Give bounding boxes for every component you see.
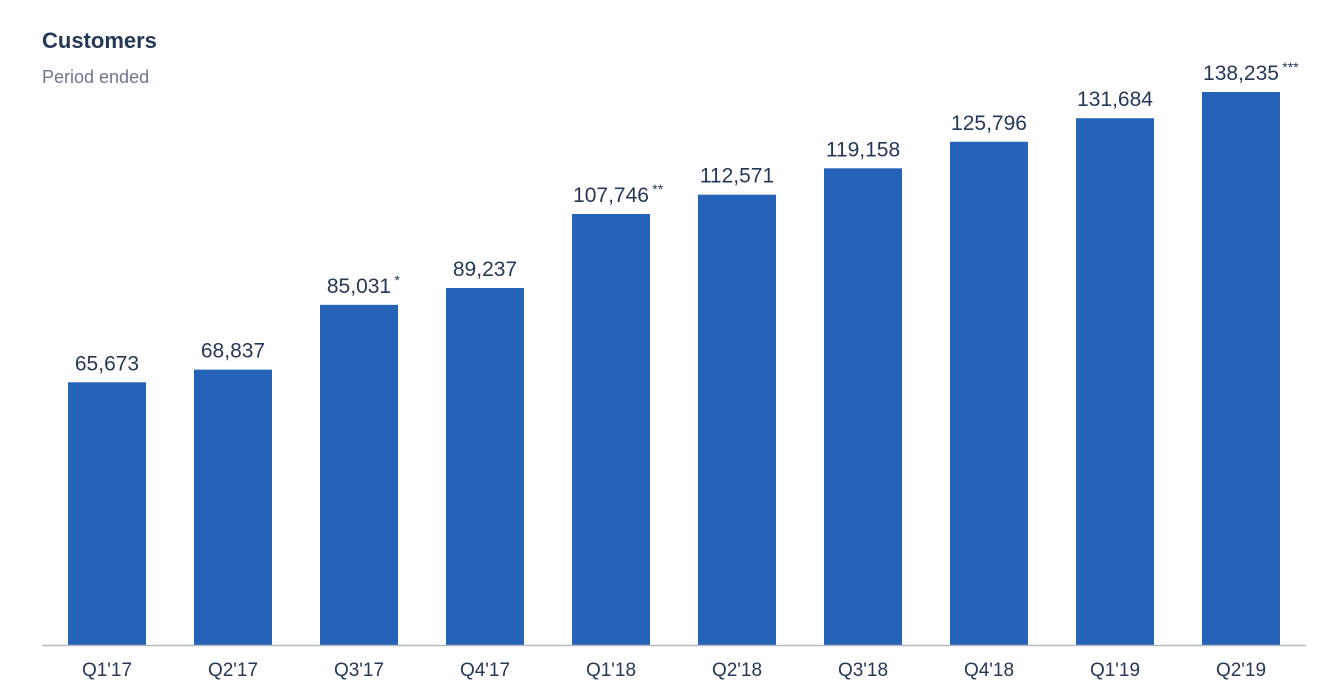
bar-4: [572, 213, 650, 645]
x-tick-label-7: Q4'18: [964, 660, 1014, 681]
x-tick-label-0: Q1'17: [82, 660, 132, 681]
chart-subtitle: Period ended: [42, 67, 150, 87]
bar-3: [446, 288, 524, 645]
value-label-1: 68,837: [201, 340, 265, 363]
bar-9: [1202, 92, 1280, 645]
value-labels-group: 65,673 68,837 85,031 * 89,237 107,746 ** 112,57…: [75, 59, 1299, 375]
value-label-3: 89,237: [453, 258, 517, 281]
value-label-4: 107,746: [573, 184, 649, 207]
x-tick-label-4: Q1'18: [586, 660, 636, 681]
bars-group: [68, 92, 1280, 645]
footnote-mark-9: ***: [1282, 59, 1299, 75]
value-label-2: 85,031: [327, 275, 391, 298]
bar-0: [68, 382, 146, 645]
x-tick-label-8: Q1'19: [1090, 660, 1140, 681]
bar-6: [824, 168, 902, 645]
x-tick-label-5: Q2'18: [712, 660, 762, 681]
value-label-9: 138,235: [1203, 62, 1279, 85]
x-tick-label-6: Q3'18: [838, 660, 888, 681]
value-label-5: 112,571: [700, 165, 774, 188]
bar-8: [1076, 118, 1154, 645]
value-label-6: 119,158: [826, 138, 900, 161]
value-label-7: 125,796: [951, 112, 1027, 135]
bar-7: [950, 141, 1028, 645]
bar-5: [698, 194, 776, 645]
x-tick-label-3: Q4'17: [460, 660, 510, 681]
x-tick-label-2: Q3'17: [334, 660, 384, 681]
chart-title: Customers: [42, 28, 157, 53]
x-tick-label-9: Q2'19: [1216, 660, 1266, 681]
bar-1: [194, 369, 272, 645]
x-tick-label-1: Q2'17: [208, 660, 258, 681]
value-label-8: 131,684: [1077, 88, 1153, 111]
value-label-0: 65,673: [75, 352, 139, 375]
footnote-mark-2: *: [395, 272, 401, 288]
x-tick-labels-group: Q1'17 Q2'17 Q3'17 Q4'17 Q1'18 Q2'18 Q3'18 Q4'18…: [82, 660, 1266, 681]
footnote-mark-4: **: [652, 181, 663, 197]
bar-2: [320, 304, 398, 645]
